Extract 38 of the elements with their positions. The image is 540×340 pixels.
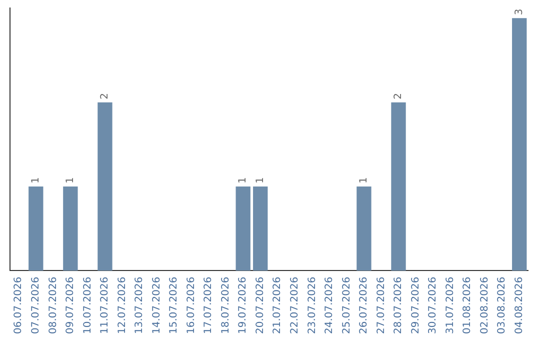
x-tick-label: 15.07.2026 [168,276,180,334]
x-tick-label: 01.08.2026 [462,276,474,334]
x-tick-label: 09.07.2026 [65,276,76,334]
x-tick-label: 23.07.2026 [306,276,318,334]
x-tick-label: 13.07.2026 [134,276,146,334]
x-tick-label: 26.07.2026 [358,276,370,334]
data-label: 1 [30,177,42,184]
data-label: 2 [100,92,111,100]
data-label: 3 [514,8,525,16]
x-tick-label: 11.07.2026 [100,276,111,334]
x-tick-label: 18.07.2026 [220,276,232,334]
x-tick-label: 07.07.2026 [30,276,42,334]
x-tick-label: 06.07.2026 [13,276,24,334]
x-tick-label: 27.07.2026 [376,276,387,334]
x-tick-label: 25.07.2026 [341,276,352,334]
x-tick-label: 24.07.2026 [324,276,336,334]
x-tick-label: 04.08.2026 [514,276,525,334]
data-label: 1 [358,177,370,184]
x-tick-label: 22.07.2026 [289,276,300,334]
x-tick-label: 30.07.2026 [428,276,439,334]
data-label: 1 [254,177,266,184]
data-label: 2 [393,92,404,100]
x-tick-label: 19.07.2026 [238,276,249,334]
x-tick-label: 16.07.2026 [186,276,197,334]
x-tick-label: 10.07.2026 [82,276,94,334]
x-tick-label: 28.07.2026 [393,276,404,334]
x-tick-label: 03.08.2026 [496,276,508,334]
x-tick-label: 14.07.2026 [151,276,162,334]
x-tick-label: 08.07.2026 [48,276,59,334]
data-label: 1 [238,177,249,184]
x-tick-label: 17.07.2026 [203,276,214,334]
x-tick-label: 12.07.2026 [116,276,128,334]
x-tick-label: 02.08.2026 [479,276,490,334]
x-tick-label: 29.07.2026 [410,276,422,334]
x-tick-label: 31.07.2026 [444,276,456,334]
x-tick-label: 21.07.2026 [272,276,284,334]
x-tick-label: 20.07.2026 [254,276,266,334]
data-label: 1 [65,177,76,184]
